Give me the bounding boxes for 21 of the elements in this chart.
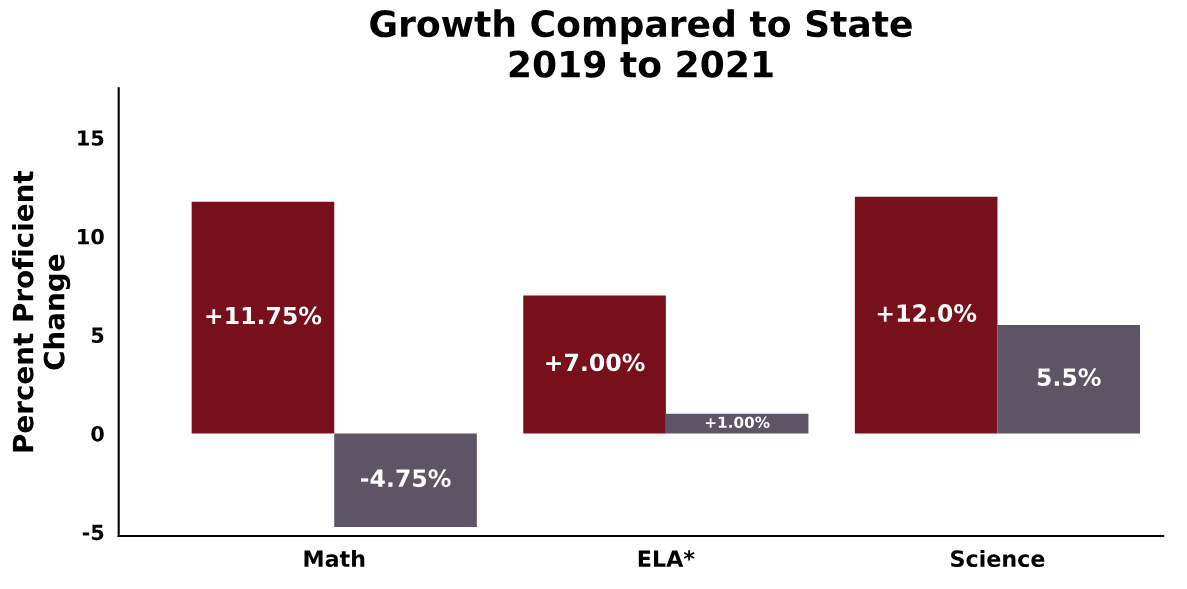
y-tick-label: 15 (78, 130, 104, 146)
bar (854, 196, 998, 434)
y-axis-title: Percent Proficient Change (12, 171, 71, 452)
bar (523, 295, 666, 434)
bar (997, 324, 1141, 434)
bar (334, 433, 477, 528)
x-tick-label: Science (951, 549, 1045, 568)
data-label: +1.00% (705, 416, 770, 429)
x-tick-label: Math (304, 549, 365, 568)
x-tick-label: ELA* (638, 550, 695, 567)
y-tick-label: -5 (82, 524, 104, 541)
bar (191, 201, 335, 434)
data-label: +12.0% (877, 304, 977, 322)
y-tick-label: 0 (91, 425, 104, 442)
data-label: +11.75% (206, 306, 322, 325)
y-tick-label: 5 (91, 327, 104, 344)
y-tick-label: 10 (78, 228, 104, 245)
data-label: 5.5% (1037, 368, 1101, 387)
data-label: +7.00% (546, 353, 645, 372)
data-label: -4.75% (360, 469, 451, 488)
chart-title: Growth Compared to State 2019 to 2021 (370, 9, 912, 78)
